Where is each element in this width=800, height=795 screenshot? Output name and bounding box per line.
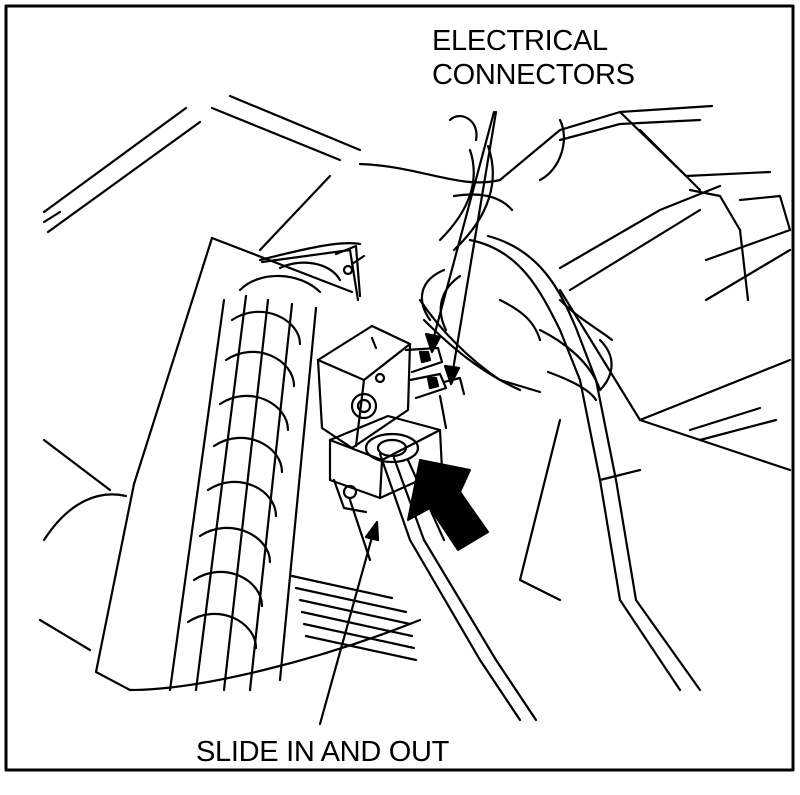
electrical-connectors-label-line1: ELECTRICAL (432, 25, 608, 57)
figure-border (4, 4, 795, 772)
evaporator-core (38, 236, 422, 692)
arrowhead-connector-1 (424, 332, 442, 354)
slide-in-and-out-label: SLIDE IN AND OUT (196, 736, 450, 768)
switch-bracket (258, 242, 366, 298)
electrical-connectors-label: ELECTRICAL CONNECTORS (432, 24, 635, 92)
electrical-connectors-leaders (424, 110, 498, 386)
leader-line-connector-2 (450, 110, 498, 378)
electrical-connectors-label-line2: CONNECTORS (432, 59, 635, 91)
arrowhead-slide (364, 520, 380, 542)
slide-in-and-out-leader (318, 520, 380, 726)
housing-panels (42, 94, 792, 472)
leader-line-slide (318, 528, 376, 726)
leader-line-connector-1 (430, 110, 496, 346)
wire-harness (418, 115, 702, 692)
arrowhead-connector-2 (443, 364, 461, 386)
slide-direction-arrow (407, 459, 489, 551)
